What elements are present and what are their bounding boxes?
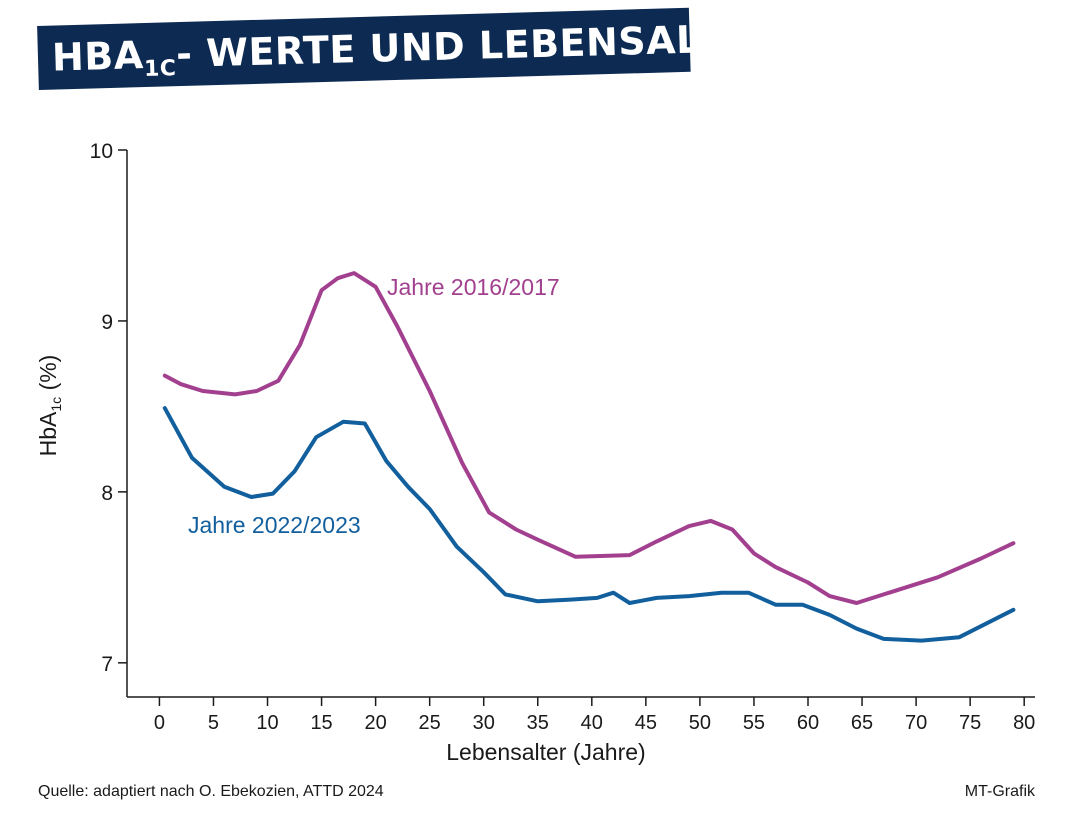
source-note: Quelle: adaptiert nach O. Ebekozien, ATT… bbox=[38, 783, 384, 800]
series-layer bbox=[162, 271, 1016, 643]
x-tick-label: 15 bbox=[310, 712, 332, 734]
y-tick-label: 10 bbox=[90, 140, 113, 163]
y-tick-label: 7 bbox=[101, 653, 113, 676]
x-tick-label: 20 bbox=[364, 712, 386, 734]
x-tick-label: 80 bbox=[1013, 712, 1035, 734]
y-tick-label: 8 bbox=[101, 482, 113, 505]
x-tick-label: 0 bbox=[154, 712, 165, 734]
credit-note: MT-Grafik bbox=[964, 783, 1035, 800]
x-tick-label: 30 bbox=[473, 712, 495, 734]
x-tick-label: 45 bbox=[635, 712, 657, 734]
x-tick-label: 65 bbox=[851, 712, 873, 734]
series-labels: Jahre 2016/2017 Jahre 2022/2023 bbox=[188, 274, 560, 538]
series-label-0: Jahre 2016/2017 bbox=[387, 274, 560, 300]
x-tick-label: 10 bbox=[256, 712, 278, 734]
x-axis-label: Lebensalter (Jahre) bbox=[446, 739, 645, 765]
x-tick-label: 5 bbox=[208, 712, 219, 734]
series-line-1 bbox=[162, 406, 1016, 643]
x-tick-label: 50 bbox=[689, 712, 711, 734]
series-line-0 bbox=[162, 271, 1016, 605]
y-axis-label: HbA1c (%) bbox=[35, 355, 64, 457]
y-tick-label: 9 bbox=[101, 311, 113, 334]
x-tick-label: 55 bbox=[743, 712, 765, 734]
axes: 7 8 9 10 0 5 10 15 20 25 30 35 40 45 50 55 60 65 70 75 80 Leb… bbox=[35, 140, 1035, 765]
x-tick-label: 35 bbox=[527, 712, 549, 734]
x-tick-label: 75 bbox=[959, 712, 981, 734]
x-tick-label: 70 bbox=[905, 712, 927, 734]
x-tick-label: 40 bbox=[581, 712, 603, 734]
series-label-1: Jahre 2022/2023 bbox=[188, 512, 361, 538]
x-tick-label: 25 bbox=[419, 712, 441, 734]
x-tick-label: 60 bbox=[797, 712, 819, 734]
